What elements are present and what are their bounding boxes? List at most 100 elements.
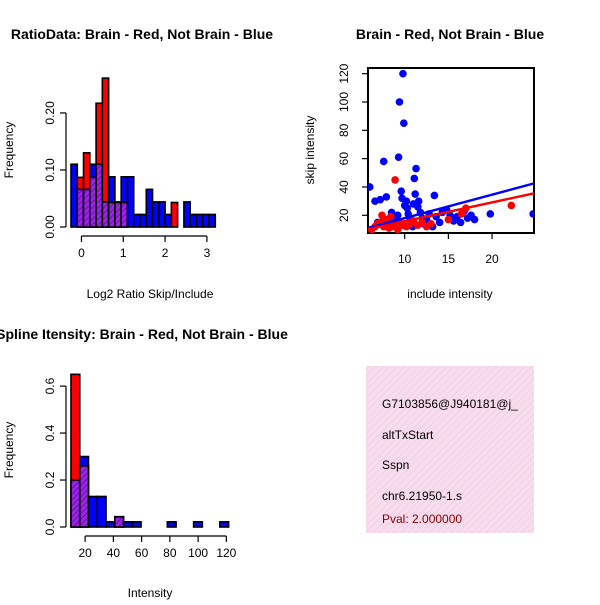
scatter-y-axis: 20 40 60 80 100 120 <box>337 63 368 222</box>
scatter-point-not-brain <box>379 157 388 166</box>
scatter-fit-line-not-brain <box>368 182 534 230</box>
info-gene-name: Sspn <box>382 458 409 472</box>
ratio-histogram-ylabel: Frequency <box>2 122 16 179</box>
intensity-histogram-bar-not-brain <box>87 495 99 528</box>
intensity-histogram-x-tick-label: 60 <box>135 546 149 560</box>
ratio-histogram-bar-not-brain <box>201 213 210 228</box>
ratio-histogram-bars <box>70 77 217 228</box>
scatter-x-tick-label: 15 <box>442 252 456 266</box>
scatter-point-not-brain <box>395 98 404 106</box>
intensity-histogram-bar-not-brain <box>166 521 177 528</box>
scatter-point-not-brain <box>456 218 465 227</box>
ratio-histogram-x-tick-label: 3 <box>204 246 211 260</box>
scatter-point-not-brain <box>435 218 444 227</box>
ratio-histogram-bar-not-brain <box>158 201 166 228</box>
intensity-histogram-bars <box>70 373 230 528</box>
scatter-x-axis: 10 15 20 <box>398 233 499 266</box>
intensity-histogram-x-axis: 20 40 60 80 100 120 <box>78 535 237 560</box>
info-panel: G7103856@J940181@j_ altTxStart Sspn chr6… <box>366 366 534 533</box>
intensity-histogram-y-tick-label: 0.0 <box>43 518 57 535</box>
scatter-point-brain <box>427 219 435 228</box>
scatter-point-not-brain <box>411 190 419 198</box>
intensity-histogram-x-tick-label: 40 <box>107 546 121 560</box>
scatter-point-not-brain <box>414 197 423 205</box>
ratio-histogram-bar-not-brain <box>126 176 135 228</box>
ratio-histogram-x-tick-label: 2 <box>162 246 169 260</box>
scatter-point-brain <box>391 176 399 184</box>
ratio-histogram-bar-overlap <box>95 163 104 228</box>
ratio-histogram-x-tick-label: 1 <box>120 246 127 260</box>
scatter-point-not-brain <box>368 183 374 191</box>
ratio-histogram-y-tick-label: 0.10 <box>43 158 57 182</box>
scatter-point-not-brain <box>382 193 391 201</box>
scatter-y-tick-label: 40 <box>337 180 351 194</box>
scatter-point-not-brain <box>410 174 419 183</box>
scatter-point-not-brain <box>529 210 534 218</box>
scatter-y-tick-label: 20 <box>337 208 351 222</box>
scatter-point-brain <box>507 201 516 210</box>
info-event-id: G7103856@J940181@j_ <box>382 397 518 411</box>
scatter-point-not-brain <box>397 187 406 196</box>
intensity-histogram-panel: Spline Itensity: Brain - Red, Not Brain … <box>0 326 288 600</box>
scatter-title: Brain - Red, Not Brain - Blue <box>356 26 544 42</box>
ratio-histogram-bar-brain <box>170 201 179 228</box>
ratio-histogram-bar-not-brain <box>139 213 148 228</box>
info-box-background <box>366 366 534 533</box>
intensity-histogram-x-tick-label: 120 <box>216 546 236 560</box>
ratio-histogram-bar-not-brain <box>70 163 79 228</box>
scatter-point-not-brain <box>399 69 407 78</box>
ratio-histogram-title: RatioData: Brain - Red, Not Brain - Blue <box>11 26 273 42</box>
scatter-ylabel: skip intensity <box>303 116 317 185</box>
info-location: chr6.21950-1.s <box>382 489 462 503</box>
scatter-xlabel: include intensity <box>407 287 492 301</box>
scatter-point-not-brain <box>403 204 412 213</box>
ratio-histogram-bar-overlap <box>107 201 116 228</box>
intensity-histogram-bar-not-brain <box>105 521 116 528</box>
ratio-histogram-bar-not-brain <box>132 213 141 228</box>
scatter-point-not-brain <box>414 202 422 211</box>
ratio-histogram-y-tick-label: 0.20 <box>43 101 57 125</box>
ratio-histogram-bar-not-brain <box>189 213 198 228</box>
ratio-histogram-panel: RatioData: Brain - Red, Not Brain - Blue… <box>2 26 273 301</box>
ratio-histogram-y-tick-label: 0.00 <box>43 215 57 239</box>
scatter-point-not-brain <box>376 195 385 204</box>
scatter-point-brain <box>457 210 466 218</box>
intensity-histogram-bar-overlap <box>78 465 90 528</box>
intensity-scatter-panel: Brain - Red, Not Brain - Blue 10 15 20 20 4… <box>303 26 544 301</box>
ratio-histogram-bar-not-brain <box>195 213 204 228</box>
ratio-histogram-bar-overlap <box>120 201 129 228</box>
scatter-point-not-brain <box>393 211 402 220</box>
scatter-x-tick-label: 20 <box>485 252 499 266</box>
info-pval: Pval: 2.000000 <box>382 512 462 526</box>
ratio-histogram-bar-not-brain <box>145 188 154 228</box>
scatter-point-not-brain <box>394 153 403 162</box>
scatter-y-tick-label: 60 <box>337 152 351 166</box>
intensity-histogram-bar-not-brain <box>131 521 142 528</box>
scatter-point-not-brain <box>400 119 408 128</box>
intensity-histogram-ylabel: Frequency <box>2 422 16 479</box>
intensity-histogram-y-tick-label: 0.6 <box>43 377 57 394</box>
scatter-fit-line-brain <box>368 192 534 231</box>
intensity-histogram-bar-not-brain <box>219 521 230 528</box>
scatter-point-brain <box>393 225 402 233</box>
ratio-histogram-x-axis: 0 1 2 3 <box>78 235 211 260</box>
scatter-point-not-brain <box>402 197 411 205</box>
scatter-points <box>368 69 534 233</box>
intensity-histogram-y-axis: 0.0 0.2 0.4 0.6 <box>43 377 67 535</box>
scatter-point-not-brain <box>412 164 420 173</box>
intensity-histogram-bar-overlap <box>113 516 125 528</box>
ratio-histogram-x-tick-label: 0 <box>78 246 85 260</box>
ratio-histogram-bar-overlap <box>101 201 110 228</box>
scatter-point-not-brain <box>470 215 479 224</box>
ratio-histogram-bar-overlap <box>76 188 85 228</box>
intensity-histogram-bar-overlap <box>70 479 81 528</box>
ratio-histogram-bar-overlap <box>82 188 91 228</box>
intensity-histogram-y-tick-label: 0.2 <box>43 471 57 488</box>
scatter-point-brain <box>444 215 453 224</box>
scatter-point-not-brain <box>430 191 439 200</box>
intensity-histogram-title: Spline Itensity: Brain - Red, Not Brain … <box>0 326 288 342</box>
intensity-histogram-bar-not-brain <box>192 521 204 528</box>
intensity-histogram-y-tick-label: 0.4 <box>43 424 57 441</box>
